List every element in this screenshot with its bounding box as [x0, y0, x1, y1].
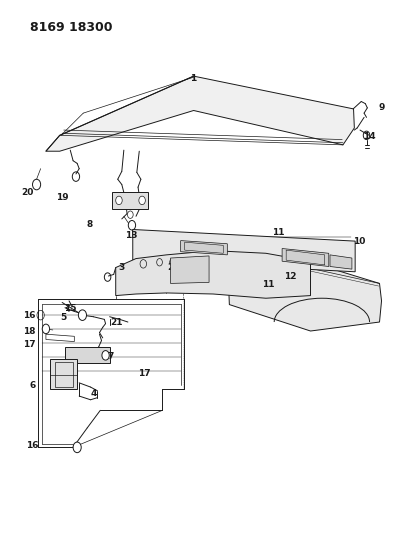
Text: 17: 17: [137, 369, 150, 378]
Polygon shape: [46, 76, 353, 151]
Polygon shape: [170, 256, 209, 284]
Circle shape: [127, 211, 133, 219]
Text: 12: 12: [283, 271, 296, 280]
Polygon shape: [115, 251, 310, 298]
Circle shape: [102, 351, 109, 360]
Text: 15: 15: [64, 304, 76, 313]
Text: 8169 18300: 8169 18300: [30, 21, 113, 34]
Text: 20: 20: [21, 188, 34, 197]
Text: 6: 6: [29, 381, 36, 390]
Circle shape: [139, 196, 145, 205]
Text: 16: 16: [26, 441, 39, 450]
Polygon shape: [281, 248, 328, 266]
Polygon shape: [329, 255, 351, 269]
Text: 11: 11: [271, 228, 283, 237]
Text: 8: 8: [86, 220, 92, 229]
Text: 7: 7: [108, 352, 114, 361]
Circle shape: [73, 442, 81, 453]
Text: 17: 17: [23, 340, 36, 349]
Polygon shape: [65, 347, 109, 363]
Text: 13: 13: [125, 231, 137, 240]
Text: 1: 1: [189, 74, 196, 83]
Text: 9: 9: [378, 103, 384, 112]
Polygon shape: [227, 248, 381, 331]
Text: 11: 11: [262, 280, 274, 289]
Text: 3: 3: [118, 263, 125, 272]
Text: 2: 2: [167, 263, 173, 272]
Text: 21: 21: [110, 318, 122, 327]
Text: 4: 4: [90, 389, 97, 398]
Text: 14: 14: [362, 132, 375, 141]
Text: 10: 10: [352, 237, 364, 246]
Text: 19: 19: [56, 193, 68, 202]
Text: 18: 18: [23, 327, 36, 335]
Polygon shape: [50, 359, 77, 389]
Circle shape: [42, 324, 49, 334]
Circle shape: [128, 221, 135, 230]
Text: 5: 5: [61, 313, 67, 322]
Polygon shape: [111, 192, 148, 209]
Circle shape: [115, 196, 122, 205]
Text: 16: 16: [23, 311, 36, 320]
Circle shape: [78, 310, 86, 320]
Polygon shape: [180, 240, 227, 255]
Polygon shape: [133, 230, 354, 272]
